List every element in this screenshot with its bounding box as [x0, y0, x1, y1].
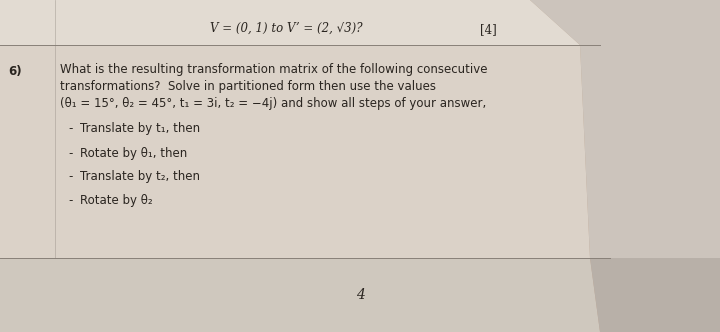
- Text: Translate by t₁, then: Translate by t₁, then: [80, 122, 200, 135]
- Text: transformations?  Solve in partitioned form then use the values: transformations? Solve in partitioned fo…: [60, 80, 436, 93]
- Text: -: -: [68, 122, 73, 135]
- Text: Rotate by θ₂: Rotate by θ₂: [80, 194, 153, 207]
- Polygon shape: [590, 258, 720, 332]
- Text: -: -: [68, 147, 73, 160]
- Text: 6): 6): [8, 65, 22, 78]
- Polygon shape: [0, 258, 600, 332]
- Polygon shape: [0, 0, 580, 45]
- Polygon shape: [530, 0, 720, 258]
- Text: (θ₁ = 15°, θ₂ = 45°, t₁ = 3i, t₂ = −4j) and show all steps of your answer,: (θ₁ = 15°, θ₂ = 45°, t₁ = 3i, t₂ = −4j) …: [60, 97, 486, 110]
- Text: Translate by t₂, then: Translate by t₂, then: [80, 170, 200, 183]
- Text: [4]: [4]: [480, 24, 497, 37]
- Text: -: -: [68, 194, 73, 207]
- Text: -: -: [68, 170, 73, 183]
- Text: What is the resulting transformation matrix of the following consecutive: What is the resulting transformation mat…: [60, 63, 487, 76]
- Text: Rotate by θ₁, then: Rotate by θ₁, then: [80, 147, 187, 160]
- Text: V = (0, 1) to V’ = (2, √3)?: V = (0, 1) to V’ = (2, √3)?: [210, 22, 362, 35]
- Text: 4: 4: [356, 288, 364, 302]
- Polygon shape: [0, 45, 590, 258]
